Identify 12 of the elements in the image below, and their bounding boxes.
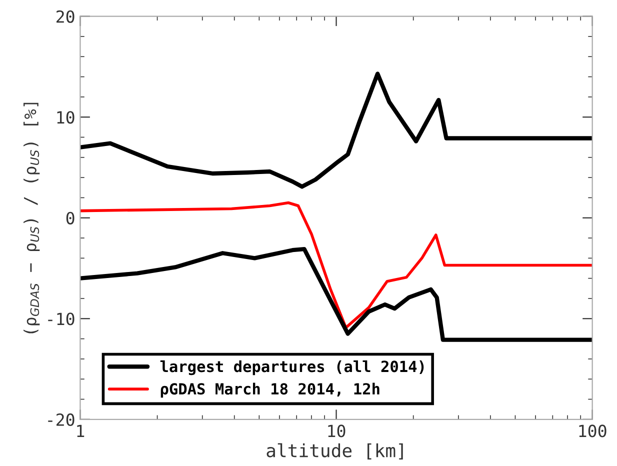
y-tick-label: -20 — [48, 413, 74, 426]
y-tick-label: -10 — [48, 312, 74, 326]
y-tick-label: 20 — [56, 10, 74, 23]
y-tick-label: 10 — [57, 111, 74, 124]
x-tick-label: 10 — [328, 424, 346, 438]
y-axis-title: (ρ$_{GDAS}$ − ρ$_{US}$) / (ρ$_{US}$) [%] — [24, 102, 40, 334]
x-tick-label: 100 — [579, 424, 606, 438]
y-tick-label: 0 — [66, 212, 74, 224]
x-axis-title: altitude [km] — [266, 443, 403, 460]
legend-label: largest departures (all 2014) — [160, 360, 424, 376]
x-tick-label: 1 — [77, 424, 84, 438]
legend-label: ρGDAS March 18 2014, 12h — [160, 382, 380, 398]
